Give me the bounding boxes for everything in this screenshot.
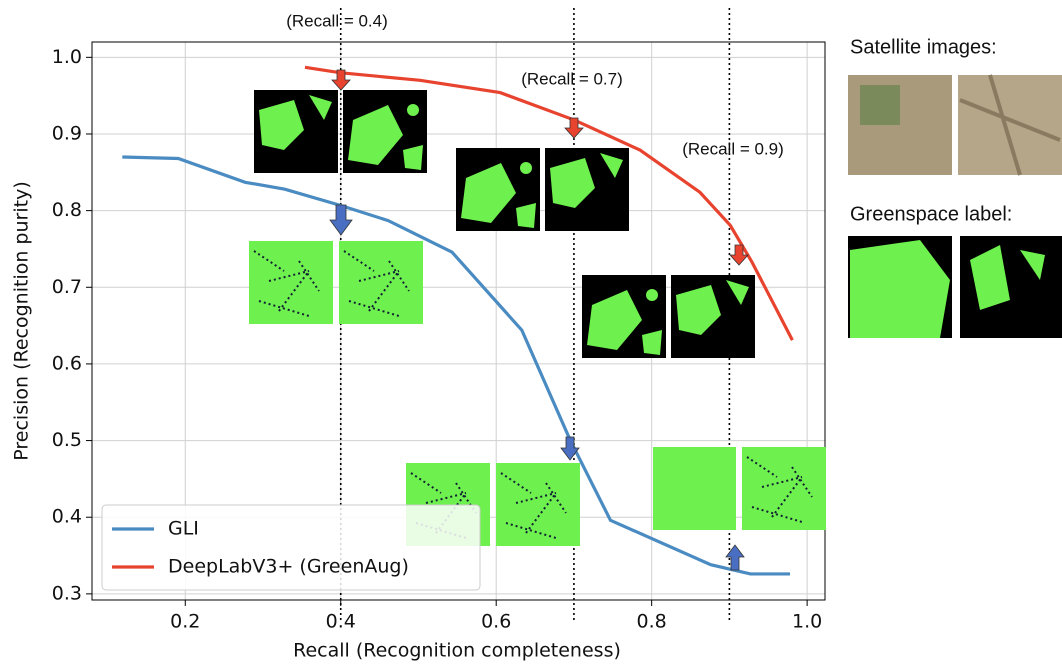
thumbnails — [248, 74, 1062, 547]
annotation: (Recall = 0.7) — [521, 69, 623, 88]
legend-box — [101, 504, 481, 591]
arrows — [329, 69, 749, 571]
y-tick-label: 0.3 — [52, 582, 82, 604]
side-label: Greenspace label: — [850, 203, 1012, 225]
x-tick-label: 0.6 — [481, 611, 511, 633]
x-tick-label: 0.4 — [326, 611, 356, 633]
y-tick-label: 0.5 — [52, 429, 82, 451]
line — [122, 155, 791, 576]
y-tick-label: 0.4 — [52, 506, 82, 528]
x-tick-label: 0.2 — [170, 611, 200, 633]
annotation: (Recall = 0.9) — [682, 139, 784, 158]
legend-label: DeepLabV3+ (GreenAug) — [168, 556, 409, 578]
side-label: Satellite images: — [850, 36, 997, 58]
annotation: (Recall = 0.4) — [286, 11, 388, 30]
legend-label: GLI — [168, 518, 199, 540]
y-tick-label: 0.9 — [52, 122, 82, 144]
y-tick-label: 1.0 — [52, 46, 82, 68]
y-tick-label: 0.7 — [52, 276, 82, 298]
y-tick-label: 0.6 — [52, 352, 82, 374]
line — [304, 65, 794, 341]
y-tick-label: 0.8 — [52, 199, 82, 221]
plot-frame — [91, 41, 826, 601]
x-tick-label: 1.0 — [792, 611, 822, 633]
x-tick-label: 0.8 — [637, 611, 667, 633]
x-axis-label: Recall (Recognition completeness) — [293, 640, 621, 662]
y-axis-label: Precision (Recognition purity) — [11, 181, 33, 460]
